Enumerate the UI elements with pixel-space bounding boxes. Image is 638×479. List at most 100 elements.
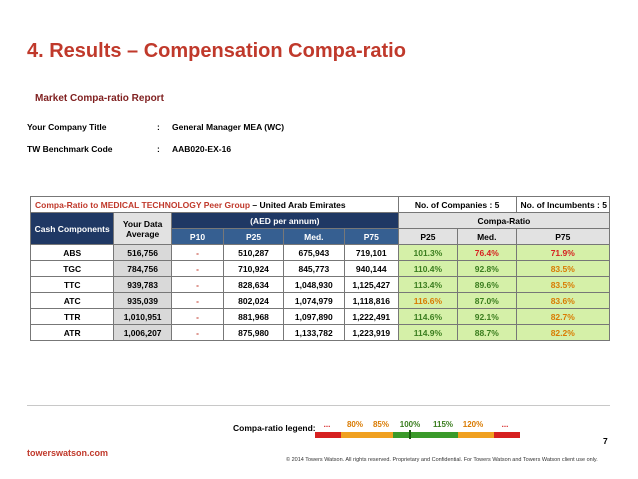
sub-compa-p75: P75	[515, 228, 611, 245]
sub-compa-med: Med.	[457, 228, 517, 245]
company-title-label: Your Company Title	[27, 122, 107, 132]
p75-cell: 1,222,491	[343, 308, 399, 325]
compa-p75-cell: 83.6%	[515, 292, 611, 309]
p25-cell: 875,980	[223, 324, 284, 341]
separator: :	[157, 122, 160, 132]
page-number: 7	[603, 436, 608, 446]
compa-med-cell: 76.4%	[457, 244, 517, 261]
p10-cell: -	[170, 308, 225, 325]
med-cell: 1,097,890	[282, 308, 345, 325]
peer-suffix: – United Arab Emirates	[250, 199, 346, 210]
col-cash-components: Cash Components	[29, 212, 115, 245]
table-row: ATC 935,039 - 802,024 1,074,979 1,118,81…	[29, 292, 611, 309]
col-compa-ratio: Compa-Ratio	[397, 212, 611, 229]
row-label: TTC	[29, 276, 115, 293]
incumbents-count: No. of Incumbents : 5	[515, 196, 611, 213]
compa-p75-cell: 82.7%	[515, 308, 611, 325]
compa-med-cell: 92.1%	[457, 308, 517, 325]
col-aed: (AED per annum)	[170, 212, 399, 229]
sub-compa-p25: P25	[397, 228, 459, 245]
compa-p75-cell: 71.9%	[515, 244, 611, 261]
sub-p10: P10	[170, 228, 225, 245]
compa-ratio-legend: ... 80% 85% 100% 115% 120% ...	[315, 420, 520, 439]
page-title: 4. Results – Compensation Compa-ratio	[27, 40, 406, 62]
report-subtitle: Market Compa-ratio Report	[35, 93, 164, 104]
legend-segment-red	[494, 432, 520, 438]
legend-item: 85%	[373, 420, 389, 429]
compa-p75-cell: 82.2%	[515, 324, 611, 341]
legend-item: 80%	[347, 420, 363, 429]
med-cell: 675,943	[282, 244, 345, 261]
table-row: TGC 784,756 - 710,924 845,773 940,144 11…	[29, 260, 611, 277]
compa-p75-cell: 83.5%	[515, 260, 611, 277]
med-cell: 845,773	[282, 260, 345, 277]
p10-cell: -	[170, 324, 225, 341]
compa-p75-cell: 83.5%	[515, 276, 611, 293]
p75-cell: 940,144	[343, 260, 399, 277]
compa-med-cell: 92.8%	[457, 260, 517, 277]
table-row: ABS 516,756 - 510,287 675,943 719,101 10…	[29, 244, 611, 261]
p25-cell: 710,924	[223, 260, 284, 277]
row-label: TGC	[29, 260, 115, 277]
legend-item: ...	[324, 420, 331, 429]
legend-segment-orange	[458, 432, 494, 438]
legend-label: Compa-ratio legend:	[233, 423, 316, 433]
compa-p25-cell: 114.6%	[397, 308, 459, 325]
p10-cell: -	[170, 260, 225, 277]
separator: :	[157, 144, 160, 154]
header-row: Cash Components Your Data Average (AED p…	[29, 212, 611, 245]
your-data-cell: 1,006,207	[113, 324, 172, 341]
p10-cell: -	[170, 276, 225, 293]
legend-item: ...	[502, 420, 509, 429]
legend-marker	[409, 430, 411, 439]
table-row: TTC 939,783 - 828,634 1,048,930 1,125,42…	[29, 276, 611, 293]
p25-cell: 510,287	[223, 244, 284, 261]
your-data-cell: 516,756	[113, 244, 172, 261]
p10-cell: -	[170, 244, 225, 261]
compa-p25-cell: 114.9%	[397, 324, 459, 341]
legend-item: 115%	[433, 420, 453, 429]
p10-cell: -	[170, 292, 225, 309]
peer-header-row: Compa-Ratio to MEDICAL TECHNOLOGY Peer G…	[30, 196, 611, 213]
brand-link[interactable]: towerswatson.com	[27, 448, 109, 458]
p25-cell: 881,968	[223, 308, 284, 325]
compa-p25-cell: 101.3%	[397, 244, 459, 261]
med-cell: 1,048,930	[282, 276, 345, 293]
compa-med-cell: 88.7%	[457, 324, 517, 341]
benchmark-label: TW Benchmark Code	[27, 144, 113, 154]
table-row: ATR 1,006,207 - 875,980 1,133,782 1,223,…	[29, 324, 611, 341]
company-title-value: General Manager MEA (WC)	[172, 122, 285, 132]
legend-segment-red	[315, 432, 341, 438]
peer-group-cell: Compa-Ratio to MEDICAL TECHNOLOGY Peer G…	[30, 196, 399, 213]
med-cell: 1,074,979	[282, 292, 345, 309]
table-row: TTR 1,010,951 - 881,968 1,097,890 1,222,…	[29, 308, 611, 325]
p25-cell: 802,024	[223, 292, 284, 309]
compa-p25-cell: 110.4%	[397, 260, 459, 277]
col-your-data: Your Data Average	[113, 212, 172, 245]
compa-med-cell: 87.0%	[457, 292, 517, 309]
benchmark-value: AAB020-EX-16	[172, 144, 232, 154]
compa-ratio-table: Compa-Ratio to MEDICAL TECHNOLOGY Peer G…	[29, 196, 611, 341]
compa-p25-cell: 116.6%	[397, 292, 459, 309]
row-label: ATR	[29, 324, 115, 341]
companies-count: No. of Companies : 5	[397, 196, 517, 213]
your-data-cell: 784,756	[113, 260, 172, 277]
compa-med-cell: 89.6%	[457, 276, 517, 293]
row-label: ATC	[29, 292, 115, 309]
peer-prefix: Compa-Ratio to MEDICAL TECHNOLOGY Peer G…	[35, 199, 251, 210]
sub-p75: P75	[343, 228, 399, 245]
legend-segment-green	[393, 432, 458, 438]
p75-cell: 1,118,816	[343, 292, 399, 309]
copyright-notice: © 2014 Towers Watson. All rights reserve…	[286, 457, 598, 463]
sub-med: Med.	[282, 228, 345, 245]
your-data-cell: 1,010,951	[113, 308, 172, 325]
your-data-cell: 939,783	[113, 276, 172, 293]
row-label: ABS	[29, 244, 115, 261]
legend-item: 100%	[400, 420, 420, 429]
divider	[27, 405, 610, 406]
p75-cell: 719,101	[343, 244, 399, 261]
p75-cell: 1,125,427	[343, 276, 399, 293]
med-cell: 1,133,782	[282, 324, 345, 341]
p75-cell: 1,223,919	[343, 324, 399, 341]
sub-p25: P25	[223, 228, 284, 245]
